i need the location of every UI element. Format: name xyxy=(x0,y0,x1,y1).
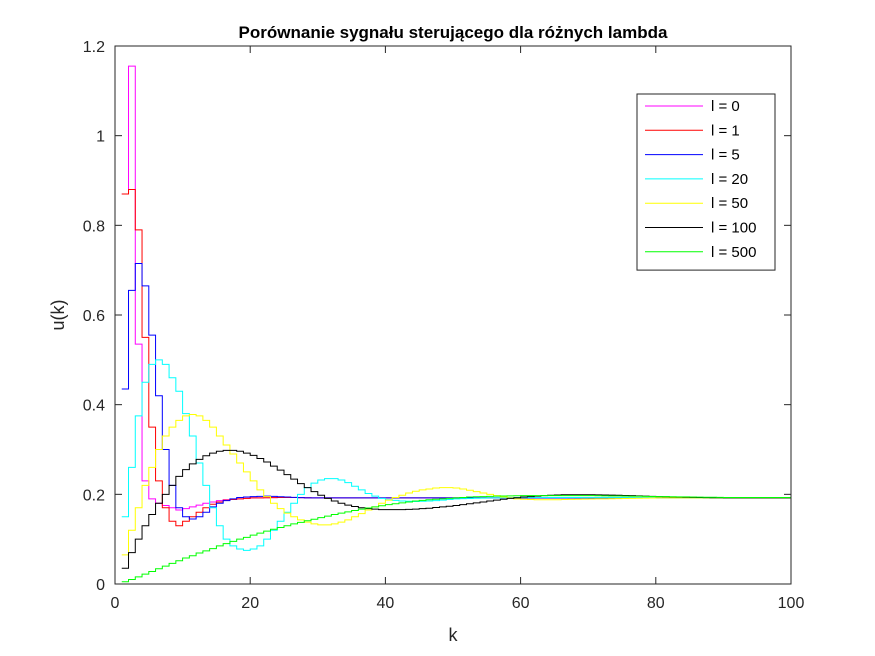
legend-box xyxy=(636,93,776,271)
legend-label-2: l = 5 xyxy=(711,147,740,164)
x-axis-label: k xyxy=(449,625,459,645)
y-tick-label: 0.6 xyxy=(83,308,105,325)
x-tick-label: 100 xyxy=(778,595,805,612)
legend-label-6: l = 500 xyxy=(711,244,756,261)
x-tick-label: 0 xyxy=(111,595,120,612)
x-tick-label: 60 xyxy=(512,595,530,612)
series-line-6 xyxy=(121,495,791,583)
y-tick-label: 0 xyxy=(96,577,105,594)
x-tick-label: 40 xyxy=(377,595,395,612)
legend[interactable]: l = 0 l = 1 l = 5 l = 20 l = 50 l = 100 l = 50… xyxy=(636,93,776,271)
x-tick-label: 20 xyxy=(241,595,259,612)
y-tick-label: 1.2 xyxy=(83,39,105,56)
x-tick-label: 80 xyxy=(647,595,665,612)
legend-label-5: l = 100 xyxy=(711,220,756,237)
legend-label-1: l = 1 xyxy=(711,122,740,139)
legend-label-4: l = 50 xyxy=(711,195,748,212)
series-layer xyxy=(121,65,792,583)
y-tick-label: 0.2 xyxy=(83,487,105,504)
chart-title: Porównanie sygnału sterującego dla różny… xyxy=(239,23,668,42)
legend-label-0: l = 0 xyxy=(711,98,740,115)
y-axis-label: u(k) xyxy=(48,300,68,331)
y-tick-label: 0.8 xyxy=(83,218,105,235)
legend-label-3: l = 20 xyxy=(711,171,748,188)
y-tick-label: 1 xyxy=(96,129,105,146)
y-tick-label: 0.4 xyxy=(83,398,105,415)
ticks-layer: 0 20 40 60 80 100 0 0.2 0.4 0.6 0.8 1 1.2 xyxy=(83,39,805,612)
series-line-4 xyxy=(121,414,791,556)
